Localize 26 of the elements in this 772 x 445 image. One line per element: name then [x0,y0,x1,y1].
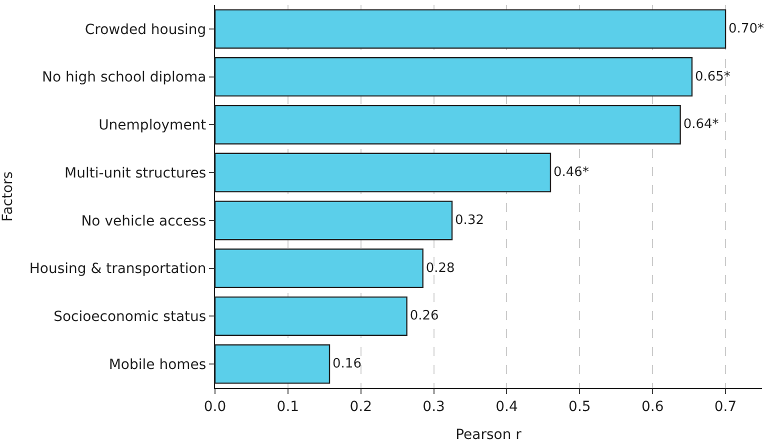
x-tick-label: 0.7 [714,398,737,415]
x-tick-label: 0.3 [422,398,445,415]
data-label: 0.28 [426,260,455,276]
x-tick-label: 0.6 [641,398,664,415]
data-label: 0.32 [455,212,484,228]
data-label: 0.65* [694,69,731,84]
x-tick-label: 0.1 [276,398,300,415]
x-tick-label: 0.4 [496,398,518,415]
y-tick-label: Unemployment [98,118,207,134]
x-tick-label: 0.0 [204,398,226,415]
data-label: 0.70* [728,21,764,36]
y-tick-label: Mobile homes [108,356,206,373]
data-label: 0.26 [410,308,439,324]
y-tick-label: Multi-unit structures [64,165,206,182]
x-tick-label: 0.2 [350,398,372,415]
y-tick-label: Crowded housing [84,22,206,38]
y-axis-title: Factors [0,171,16,222]
x-tick-label: 0.5 [568,398,591,415]
y-tick-label: Socioeconomic status [54,309,206,326]
x-axis-title: Pearson r [456,427,522,444]
data-label: 0.64* [683,117,720,132]
y-tick-label: No high school diploma [42,70,206,86]
y-tick-label: Housing & transportation [29,261,206,278]
data-label: 0.16 [332,356,362,372]
data-label: 0.46* [553,165,590,180]
y-tick-label: No vehicle access [81,213,206,230]
